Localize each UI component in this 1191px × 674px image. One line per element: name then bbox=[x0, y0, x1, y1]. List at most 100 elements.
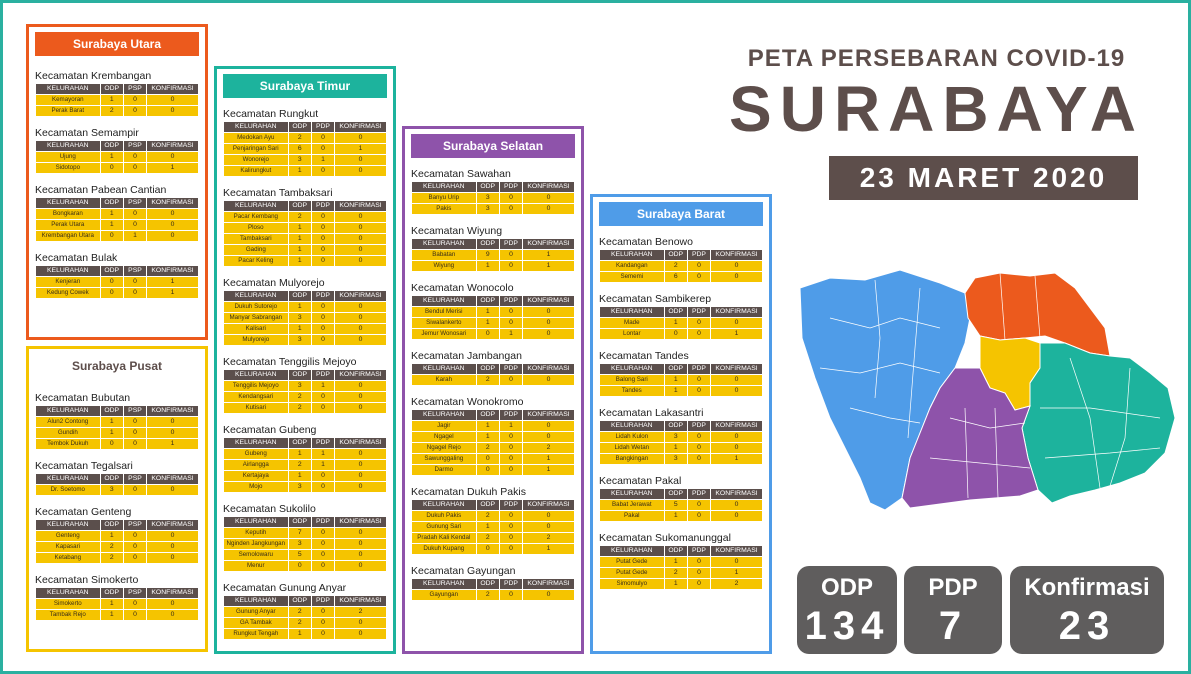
cell-kelurahan: Bongkaran bbox=[36, 209, 100, 219]
stat-odp-label: ODP bbox=[820, 574, 873, 601]
kecamatan-table: KELURAHAN ODP PDP KONFIRMASI Putat Gede 1 0 0 Pu… bbox=[599, 545, 763, 590]
cell-psp: 0 bbox=[123, 553, 147, 563]
cell-pdp: 0 bbox=[687, 568, 711, 578]
kecamatan-table: KELURAHAN ODP PDP KONFIRMASI Dukuh Pakis 2 0 0 G… bbox=[411, 499, 575, 555]
cell-konfirmasi: 0 bbox=[335, 212, 386, 222]
cell-konfirmasi: 0 bbox=[335, 449, 386, 459]
cell-kelurahan: Pradah Kali Kendal bbox=[412, 533, 476, 543]
cell-pdp: 0 bbox=[687, 557, 711, 567]
cell-pdp: 1 bbox=[311, 381, 335, 391]
cell-konfirmasi: 0 bbox=[147, 553, 198, 563]
table-row: Airlangga 2 1 0 bbox=[224, 460, 386, 470]
header-odp: ODP bbox=[288, 122, 311, 132]
kecamatan-block: Kecamatan Gunung Anyar KELURAHAN ODP PDP KON… bbox=[223, 582, 387, 640]
cell-kelurahan: GA Tambak bbox=[224, 618, 288, 628]
cell-kelurahan: Tembok Dukuh bbox=[36, 439, 100, 449]
header-pdp: PDP bbox=[687, 364, 711, 374]
cell-odp: 1 bbox=[100, 428, 123, 438]
table-header-row: KELURAHAN ODP PDP KONFIRMASI bbox=[600, 546, 762, 556]
cell-odp: 0 bbox=[288, 561, 311, 571]
cell-kelurahan: Putat Gede bbox=[600, 568, 664, 578]
cell-kelurahan: Bangkingan bbox=[600, 454, 664, 464]
table-row: Gubeng 1 1 0 bbox=[224, 449, 386, 459]
cell-odp: 2 bbox=[100, 542, 123, 552]
kecamatan-block: Kecamatan Lakasantri KELURAHAN ODP PDP KONFI… bbox=[599, 407, 763, 465]
cell-konfirmasi: 0 bbox=[711, 386, 762, 396]
cell-konfirmasi: 1 bbox=[147, 288, 198, 298]
table-row: Ujung 1 0 0 bbox=[36, 152, 198, 162]
cell-kelurahan: Dukuh Pakis bbox=[412, 511, 476, 521]
kecamatan-table: KELURAHAN ODP PSP KONFIRMASI Dr. Soetomo 3 0 0 bbox=[35, 473, 199, 496]
kecamatan-table: KELURAHAN ODP PSP KONFIRMASI Kenjeran 0 0 1 Kedu… bbox=[35, 265, 199, 299]
header-konfirmasi: KONFIRMASI bbox=[523, 296, 574, 306]
table-row: Pradah Kali Kendal 2 0 2 bbox=[412, 533, 574, 543]
cell-odp: 1 bbox=[664, 386, 687, 396]
cell-pdp: 0 bbox=[499, 193, 523, 203]
cell-odp: 0 bbox=[100, 277, 123, 287]
kecamatan-title: Kecamatan Sawahan bbox=[411, 168, 511, 180]
kecamatan-table: KELURAHAN ODP PDP KONFIRMASI Kandangan 2 0 0 Sem… bbox=[599, 249, 763, 283]
table-row: Gayungan 2 0 0 bbox=[412, 590, 574, 600]
cell-konfirmasi: 0 bbox=[147, 231, 198, 241]
header-kelurahan: KELURAHAN bbox=[224, 517, 288, 527]
header-pdp: PDP bbox=[311, 122, 335, 132]
cell-pdp: 0 bbox=[311, 561, 335, 571]
cell-konfirmasi: 0 bbox=[523, 590, 574, 600]
cell-odp: 2 bbox=[100, 106, 123, 116]
cell-odp: 6 bbox=[288, 144, 311, 154]
kecamatan-block: Kecamatan Mulyorejo KELURAHAN ODP PDP KONFIR… bbox=[223, 277, 387, 346]
header-pdp: PDP bbox=[499, 182, 523, 192]
kecamatan-title: Kecamatan Benowo bbox=[599, 236, 693, 248]
table-row: Genteng 1 0 0 bbox=[36, 531, 198, 541]
kecamatan-table: KELURAHAN ODP PSP KONFIRMASI Ujung 1 0 0 Sidotop… bbox=[35, 140, 199, 174]
cell-konfirmasi: 0 bbox=[711, 432, 762, 442]
cell-odp: 3 bbox=[288, 335, 311, 345]
header-odp: ODP bbox=[288, 201, 311, 211]
kecamatan-block: Kecamatan Dukuh Pakis KELURAHAN ODP PDP KONF… bbox=[411, 486, 575, 555]
cell-psp: 0 bbox=[123, 95, 147, 105]
cell-pdp: 0 bbox=[499, 533, 523, 543]
kecamatan-title: Kecamatan Bubutan bbox=[35, 392, 131, 404]
cell-konfirmasi: 1 bbox=[523, 544, 574, 554]
table-row: Krembangan Utara 0 1 0 bbox=[36, 231, 198, 241]
table-row: Darmo 0 0 1 bbox=[412, 465, 574, 475]
panel-surabaya-utara: Surabaya Utara Kecamatan Krembangan KELUR… bbox=[26, 24, 208, 340]
cell-odp: 2 bbox=[476, 511, 499, 521]
table-header-row: KELURAHAN ODP PSP KONFIRMASI bbox=[36, 406, 198, 416]
header-odp: ODP bbox=[476, 182, 499, 192]
header-pdp: PDP bbox=[687, 546, 711, 556]
cell-kelurahan: Mojo bbox=[224, 482, 288, 492]
cell-odp: 1 bbox=[288, 629, 311, 639]
cell-kelurahan: Gunung Anyar bbox=[224, 607, 288, 617]
cell-kelurahan: Tambak Rejo bbox=[36, 610, 100, 620]
cell-psp: 0 bbox=[123, 610, 147, 620]
table-row: Kendangsari 2 0 0 bbox=[224, 392, 386, 402]
kecamatan-table: KELURAHAN ODP PSP KONFIRMASI Kemayoran 1 0 0 Per… bbox=[35, 83, 199, 117]
table-header-row: KELURAHAN ODP PDP KONFIRMASI bbox=[412, 500, 574, 510]
cell-pdp: 0 bbox=[499, 375, 523, 385]
header-pdp: PDP bbox=[499, 500, 523, 510]
cell-pdp: 0 bbox=[311, 324, 335, 334]
table-row: Simokerto 1 0 0 bbox=[36, 599, 198, 609]
table-row: Tandes 1 0 0 bbox=[600, 386, 762, 396]
header-konfirmasi: KONFIRMASI bbox=[147, 141, 198, 151]
cell-kelurahan: Ngagel bbox=[412, 432, 476, 442]
cell-odp: 7 bbox=[288, 528, 311, 538]
cell-kelurahan: Dr. Soetomo bbox=[36, 485, 100, 495]
cell-pdp: 0 bbox=[499, 318, 523, 328]
header-konfirmasi: KONFIRMASI bbox=[523, 239, 574, 249]
panel-title: Surabaya Selatan bbox=[411, 134, 575, 158]
table-header-row: KELURAHAN ODP PDP KONFIRMASI bbox=[224, 370, 386, 380]
cell-kelurahan: Simomulyo bbox=[600, 579, 664, 589]
header-kelurahan: KELURAHAN bbox=[600, 489, 664, 499]
header-pdp: PDP bbox=[311, 201, 335, 211]
cell-odp: 1 bbox=[100, 220, 123, 230]
cell-pdp: 0 bbox=[687, 443, 711, 453]
header-kelurahan: KELURAHAN bbox=[600, 307, 664, 317]
header-odp: ODP bbox=[664, 421, 687, 431]
header-konfirmasi: KONFIRMASI bbox=[147, 84, 198, 94]
cell-pdp: 0 bbox=[311, 539, 335, 549]
header-kelurahan: KELURAHAN bbox=[600, 546, 664, 556]
cell-odp: 0 bbox=[476, 454, 499, 464]
header-odp: ODP bbox=[664, 489, 687, 499]
